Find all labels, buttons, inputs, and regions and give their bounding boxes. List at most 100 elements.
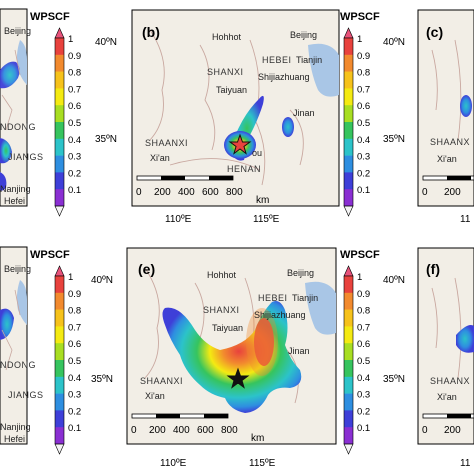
scale-tick-200-c: 200 <box>444 187 461 198</box>
bohai-sea-shape <box>305 281 336 335</box>
province-border-lines <box>431 39 462 141</box>
colorbar-segment <box>344 138 353 156</box>
colorbar-segment <box>55 88 64 106</box>
city-label-jinan-e: Jinan <box>288 346 310 356</box>
bohai-sea-shape <box>16 40 27 85</box>
wpscf-plume-c <box>460 95 472 117</box>
city-label-beijing-d: Beijing <box>4 264 31 274</box>
lat-label-35-f: 35ºN <box>383 374 405 385</box>
province-label-shandong-a: NDONG <box>0 122 36 132</box>
scale-bar-c-segment <box>447 176 471 180</box>
colorbar-segment <box>344 376 353 394</box>
colorbar-segment <box>55 122 64 140</box>
wpscf-plume-e-halo <box>246 308 278 376</box>
colorbar-bottom-cap <box>54 205 65 217</box>
wpscf-plume-a3 <box>0 172 7 191</box>
bohai-sea-shape <box>16 280 27 325</box>
map-panel-d <box>0 246 28 445</box>
colorbar-segment <box>344 326 353 344</box>
city-label-beijing-a: Beijing <box>4 26 31 36</box>
panel-label-f: (f) <box>426 261 440 277</box>
colorbar-outline <box>343 275 354 445</box>
colorbar-segment <box>55 393 64 411</box>
colorbar-title-d: WPSCF <box>30 249 70 261</box>
colorbar-tick-label: 0.5 <box>68 118 81 129</box>
colorbar-outline <box>54 275 65 445</box>
colorbar-tick-label: 0.2 <box>357 168 370 179</box>
colorbar-tick-label: 0.8 <box>68 68 81 79</box>
colorbar-top-cap <box>343 27 354 39</box>
colorbar-segment <box>344 427 353 445</box>
colorbar-segment <box>55 138 64 156</box>
scale-tick-200-f: 200 <box>444 425 461 436</box>
colorbar-bottom-cap <box>54 443 65 455</box>
colorbar-tick-label: 0.3 <box>357 152 370 163</box>
colorbar-segment <box>344 122 353 140</box>
lat-label-40-c: 40ºN <box>383 37 405 48</box>
city-label-jinan-b: Jinan <box>293 108 315 118</box>
colorbar-segment <box>344 292 353 310</box>
colorbar-segment <box>55 71 64 89</box>
colorbar-a: WPSCF 1 0.9 0.8 0.7 0.6 0.5 0.4 0.3 0.2 0.1 <box>30 11 81 217</box>
city-label-xian-f: Xi'an <box>437 392 457 402</box>
city-label-hefei-d: Hefei <box>4 434 25 444</box>
wpscf-plume-b-east <box>282 117 294 137</box>
colorbar-tick-label: 0.2 <box>68 406 81 417</box>
scale-tick-label: 0 <box>136 187 142 198</box>
colorbar-segment <box>344 189 353 207</box>
colorbar-tick-label: 0.3 <box>68 390 81 401</box>
colorbar-segment <box>344 105 353 123</box>
map-panel-f <box>417 247 474 445</box>
colorbar-tick-label: 0.1 <box>357 423 370 434</box>
province-label-shaanxi-b: SHAANXI <box>145 138 188 148</box>
province-border-lines <box>1 289 21 371</box>
city-label-hefei-a: Hefei <box>4 196 25 206</box>
colorbar-segment <box>55 38 64 56</box>
city-label-xian-c: Xi'an <box>437 154 457 164</box>
colorbar-title-b: WPSCF <box>340 11 380 23</box>
city-label-nanjing-d: Nanjing <box>0 422 31 432</box>
city-label-tianjin-b: Tianjin <box>296 55 322 65</box>
colorbar-tick-label: 0.3 <box>68 152 81 163</box>
colorbar-segment <box>344 360 353 378</box>
colorbar-segment <box>55 292 64 310</box>
colorbar-segment <box>344 276 353 294</box>
scale-bar-b <box>136 175 234 181</box>
colorbar-tick-label: 0.7 <box>68 84 81 95</box>
colorbar-tick-label: 0.3 <box>357 390 370 401</box>
colorbar-tick-label: 0.7 <box>357 322 370 333</box>
colorbar-segment <box>55 326 64 344</box>
province-label-shanxi-e: SHANXI <box>203 305 240 315</box>
colorbar-tick-label: 1 <box>68 272 73 283</box>
colorbar-segment <box>55 276 64 294</box>
colorbar-tick-label: 0.5 <box>68 356 81 367</box>
colorbar-title-e: WPSCF <box>340 249 380 261</box>
colorbar-segment <box>344 172 353 190</box>
colorbar-tick-label: 0.7 <box>68 322 81 333</box>
city-label-nanjing-a: Nanjing <box>0 184 31 194</box>
colorbar-tick-label: 0.9 <box>357 289 370 300</box>
colorbar-title-a: WPSCF <box>30 11 70 23</box>
province-border-lines <box>1 49 21 131</box>
colorbar-tick-label: 0.6 <box>357 339 370 350</box>
city-label-hohhot-b: Hohhot <box>212 32 242 42</box>
colorbar-segment <box>344 54 353 72</box>
colorbar-tick-label: 1 <box>357 272 362 283</box>
lon-label-115-e: 115ºE <box>249 458 276 469</box>
bohai-sea-shape <box>308 43 339 97</box>
province-label-henan-b: HENAN <box>227 164 261 174</box>
province-label-hebei-b: HEBEI <box>262 55 292 65</box>
scale-tick-0-f: 0 <box>422 425 428 436</box>
city-label-taiyuan-e: Taiyuan <box>212 323 243 333</box>
wpscf-plume-e-core <box>254 318 274 366</box>
lat-label-40-f: 40ºN <box>383 275 405 286</box>
colorbar-segment <box>344 343 353 361</box>
lon-label-110-f: 11 <box>460 458 471 469</box>
colorbar-segment <box>55 376 64 394</box>
colorbar-top-cap <box>54 27 65 39</box>
colorbar-segment <box>344 155 353 173</box>
city-label-hohhot-e: Hohhot <box>207 270 237 280</box>
colorbar-segment <box>55 309 64 327</box>
colorbar-segment <box>55 105 64 123</box>
